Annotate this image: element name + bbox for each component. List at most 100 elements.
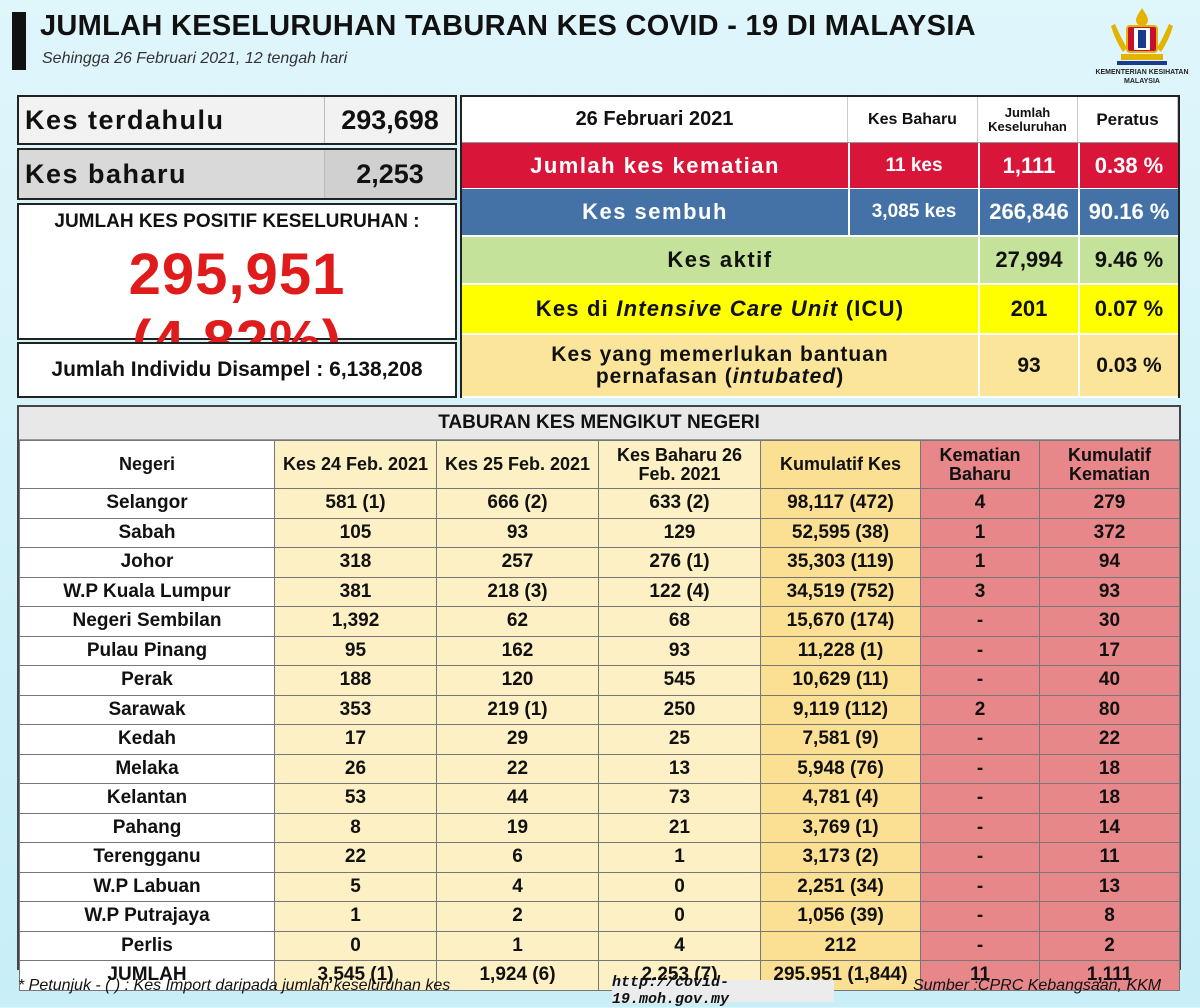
cumulative-deaths: 13 [1039, 871, 1180, 902]
deaths-new: 11 kes [848, 143, 978, 188]
col-cases-25feb: Kes 25 Feb. 2021 [436, 440, 599, 489]
cumulative-cases: 52,595 (38) [760, 517, 921, 548]
table-row: Selangor 581 (1) 666 (2) 633 (2) 98,117 (472… [19, 488, 1180, 519]
total-cases-24feb: 3,545 (1) [274, 960, 437, 991]
cases-24feb: 5 [274, 871, 437, 902]
state-distribution-table: TABURAN KES MENGIKUT NEGERI Negeri Kes 2… [17, 405, 1181, 991]
new-cases-26feb: 25 [598, 724, 761, 755]
page-subtitle: Sehingga 26 Februari 2021, 12 tengah har… [42, 50, 348, 67]
table-row: Negeri Sembilan 1,392 62 68 15,670 (174) -30 [19, 606, 1180, 637]
footnote: * Petunjuk - ( ) : Kes Import daripada j… [18, 977, 451, 994]
ministry-logo: KEMENTERIAN KESIHATAN MALAYSIA [1088, 6, 1196, 92]
cumulative-deaths: 22 [1039, 724, 1180, 755]
cumulative-deaths: 8 [1039, 901, 1180, 932]
new-deaths: - [920, 606, 1040, 637]
col-new-deaths: Kematian Baharu [920, 440, 1040, 489]
deaths-total: 1,111 [978, 143, 1078, 188]
cases-24feb: 105 [274, 517, 437, 548]
cumulative-cases: 34,519 (752) [760, 576, 921, 607]
new-cases-26feb: 250 [598, 694, 761, 725]
cases-24feb: 0 [274, 930, 437, 961]
cases-24feb: 22 [274, 842, 437, 873]
cumulative-cases: 98,117 (472) [760, 488, 921, 519]
table-row: Kelantan 53 44 73 4,781 (4) -18 [19, 783, 1180, 814]
new-deaths: 1 [920, 517, 1040, 548]
cumulative-cases: 35,303 (119) [760, 547, 921, 578]
title-accent-bar [12, 12, 26, 70]
cases-25feb: 29 [436, 724, 599, 755]
cases-24feb: 581 (1) [274, 488, 437, 519]
new-cases-26feb: 93 [598, 635, 761, 666]
col-cumulative-deaths: Kumulatif Kematian [1039, 440, 1180, 489]
page-title: JUMLAH KESELURUHAN TABURAN KES COVID - 1… [40, 10, 976, 42]
cases-24feb: 17 [274, 724, 437, 755]
cumulative-deaths: 17 [1039, 635, 1180, 666]
new-deaths: 1 [920, 547, 1040, 578]
new-cases-26feb: 545 [598, 665, 761, 696]
deaths-percent: 0.38 % [1078, 143, 1178, 188]
cases-25feb: 93 [436, 517, 599, 548]
data-source: Sumber :CPRC Kebangsaan, KKM [913, 977, 1162, 994]
new-deaths: - [920, 871, 1040, 902]
cases-24feb: 353 [274, 694, 437, 725]
state-name: W.P Kuala Lumpur [19, 576, 275, 607]
cumulative-deaths: 2 [1039, 930, 1180, 961]
state-name: Perlis [19, 930, 275, 961]
table-row: Sabah 105 93 129 52,595 (38) 1 372 [19, 517, 1180, 548]
total-new-deaths: 11 [920, 960, 1040, 991]
cases-24feb: 188 [274, 665, 437, 696]
total-cumulative-deaths: 1,111 [1039, 960, 1180, 991]
deaths-label: Jumlah kes kematian [530, 152, 780, 178]
cases-24feb: 95 [274, 635, 437, 666]
table-row: Perak 188 120 545 10,629 (11) -40 [19, 665, 1180, 696]
recovered-new: 3,085 kes [848, 189, 978, 235]
cases-25feb: 6 [436, 842, 599, 873]
new-cases-26feb: 1 [598, 842, 761, 873]
cases-25feb: 120 [436, 665, 599, 696]
new-deaths: - [920, 753, 1040, 784]
cases-25feb: 2 [436, 901, 599, 932]
state-name: Pulau Pinang [19, 635, 275, 666]
state-table: Negeri Kes 24 Feb. 2021 Kes 25 Feb. 2021… [19, 440, 1180, 991]
new-cases-26feb: 4 [598, 930, 761, 961]
cases-25feb: 218 (3) [436, 576, 599, 607]
recovered-percent: 90.16 % [1078, 189, 1178, 235]
state-name: Sarawak [19, 694, 275, 725]
cumulative-cases: 5,948 (76) [760, 753, 921, 784]
col-new-cases-26feb: Kes Baharu 26 Feb. 2021 [598, 440, 761, 489]
icu-percent: 0.07 % [1078, 285, 1178, 333]
cumulative-deaths: 40 [1039, 665, 1180, 696]
cumulative-cases: 10,629 (11) [760, 665, 921, 696]
icu-row: Kes di Intensive Care Unit (ICU) 201 0.0… [462, 285, 1178, 335]
intubated-label: Kes yang memerlukan bantuan pernafasan (… [551, 342, 889, 388]
cases-24feb: 1 [274, 901, 437, 932]
new-deaths: - [920, 635, 1040, 666]
state-name: W.P Putrajaya [19, 901, 275, 932]
new-cases-26feb: 0 [598, 871, 761, 902]
table-row: W.P Labuan 5 4 0 2,251 (34) -13 [19, 871, 1180, 902]
cases-24feb: 26 [274, 753, 437, 784]
header-percent: Peratus [1078, 97, 1178, 142]
state-name: Terengganu [19, 842, 275, 873]
intubated-total: 93 [978, 335, 1078, 396]
new-deaths: 4 [920, 488, 1040, 519]
cases-25feb: 44 [436, 783, 599, 814]
cumulative-deaths: 93 [1039, 576, 1180, 607]
total-positive-heading: JUMLAH KES POSITIF KESELURUHAN : [54, 211, 420, 232]
new-cases-26feb: 68 [598, 606, 761, 637]
new-deaths: - [920, 724, 1040, 755]
new-cases-26feb: 13 [598, 753, 761, 784]
cumulative-cases: 2,251 (34) [760, 871, 921, 902]
table-row: Pulau Pinang 95 162 93 11,228 (1) -17 [19, 635, 1180, 666]
new-deaths: 3 [920, 576, 1040, 607]
cumulative-cases: 3,173 (2) [760, 842, 921, 873]
state-name: Selangor [19, 488, 275, 519]
active-label: Kes aktif [667, 247, 773, 272]
new-cases-26feb: 0 [598, 901, 761, 932]
state-name: Johor [19, 547, 275, 578]
status-date: 26 Februari 2021 [462, 97, 848, 142]
active-row: Kes aktif 27,994 9.46 % [462, 237, 1178, 285]
cumulative-deaths: 18 [1039, 783, 1180, 814]
cumulative-cases: 3,769 (1) [760, 812, 921, 843]
cases-24feb: 381 [274, 576, 437, 607]
